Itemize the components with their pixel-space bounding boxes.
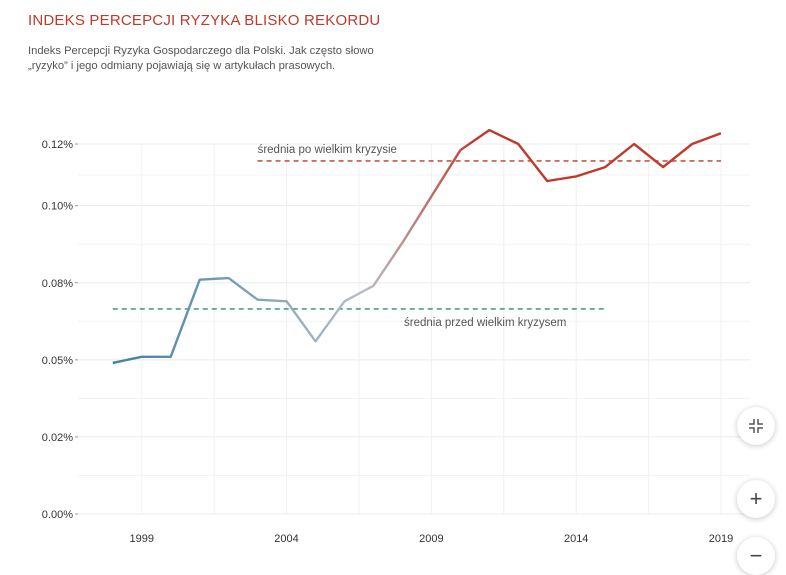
collapse-button[interactable] (737, 407, 775, 445)
series-line (112, 128, 722, 365)
grid (78, 143, 750, 515)
y-tick-label: 0.05% (42, 355, 73, 367)
x-tick-label: 1999 (129, 533, 153, 545)
series-layer (112, 128, 722, 365)
reference-line-label: średnia przed wielkim kryzysem (404, 317, 566, 329)
x-axis: 1999 2004 2009 2014 2019 (129, 533, 733, 545)
zoom-out-button[interactable]: − (737, 537, 775, 575)
x-tick-label: 2014 (564, 533, 588, 545)
y-tick-label: 0.10% (42, 201, 73, 213)
y-tick-label: 0.12% (42, 139, 73, 151)
x-tick-label: 2009 (419, 533, 443, 545)
subtitle-line-2: „ryzyko” i jego odmiany pojawiają się w … (28, 60, 336, 72)
y-tick-label: 0.00% (42, 509, 73, 521)
reference-line-label: średnia po wielkim kryzysie (258, 144, 397, 156)
y-tick-label: 0.08% (42, 278, 73, 290)
zoom-in-button[interactable]: + (737, 480, 775, 518)
collapse-icon (749, 419, 763, 433)
chart-title: INDEKS PERCEPCJI RYZYKA BLISKO REKORDU (28, 12, 381, 29)
subtitle-line-1: Indeks Percepcji Ryzyka Gospodarczego dl… (28, 45, 374, 57)
y-tick-label: 0.02% (42, 432, 73, 444)
chart-subtitle: Indeks Percepcji Ryzyka Gospodarczego dl… (28, 44, 448, 74)
reference-lines: średnia po wielkim kryzysie średnia przed… (112, 144, 722, 329)
x-tick-label: 2004 (274, 533, 298, 545)
x-tick-label: 2019 (709, 533, 733, 545)
y-axis: 0.00% 0.02% 0.05% 0.08% 0.10% 0.12% (42, 139, 78, 521)
